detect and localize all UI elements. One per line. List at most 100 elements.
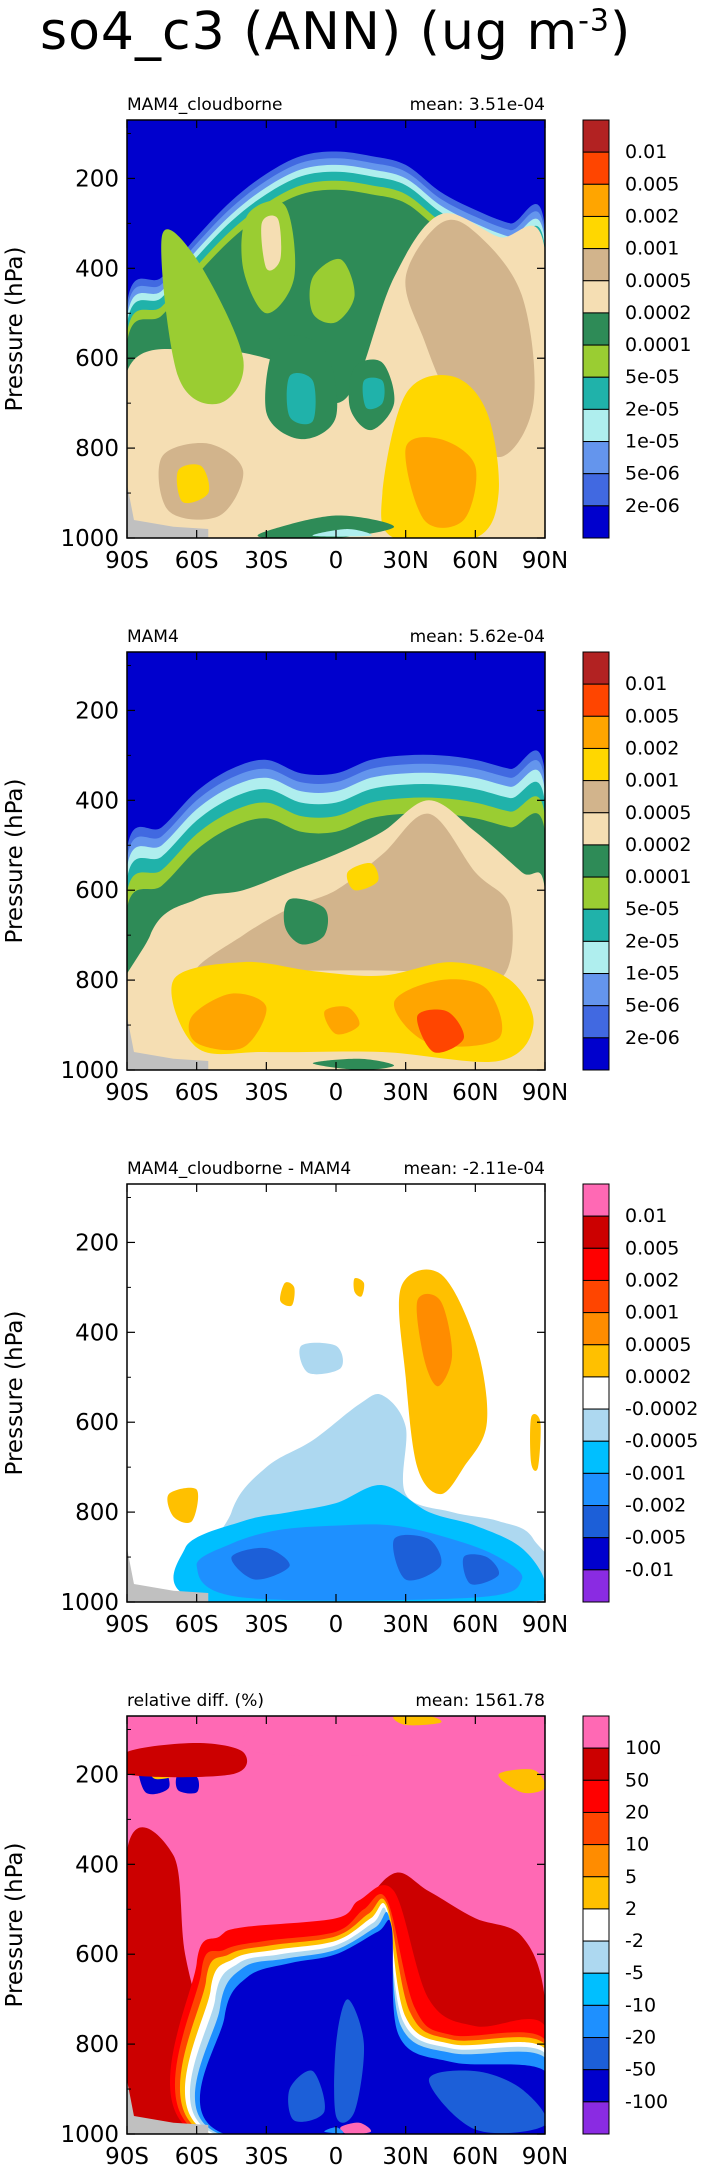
y-tick-label: 600 <box>75 878 119 904</box>
panel-mean-label: mean: 1561.78 <box>415 1691 545 1711</box>
colorbar-swatch <box>582 747 610 782</box>
colorbar-swatch <box>582 2101 610 2135</box>
contour-region <box>188 993 267 1051</box>
y-tick-label: 1000 <box>60 1058 119 1084</box>
y-tick-label: 800 <box>75 436 119 462</box>
missing-data-region <box>127 1548 209 1602</box>
x-tick-label: 30N <box>382 1080 428 1106</box>
contour-region <box>498 1769 545 1794</box>
contour-region <box>340 2122 372 2134</box>
x-tick-label: 30S <box>244 2144 288 2170</box>
y-tick-label: 600 <box>75 1942 119 1968</box>
colorbar-swatch <box>582 812 610 846</box>
colorbar-label: 1e-05 <box>625 963 680 985</box>
figure-title-superscript: -3 <box>578 3 611 39</box>
colorbar-label: -0.0005 <box>625 1430 698 1452</box>
y-tick-label: 200 <box>75 166 119 192</box>
colorbar-label: 0.005 <box>625 705 679 727</box>
panel-title: relative diff. (%) <box>127 1691 264 1711</box>
colorbar-label: 2 <box>625 1898 637 1920</box>
colorbar-label: 0.005 <box>625 1237 679 1259</box>
contour-region <box>405 437 477 528</box>
x-tick-label: 0 <box>329 1612 344 1638</box>
x-tick-label: 30S <box>244 1080 288 1106</box>
contour-region <box>405 219 535 458</box>
contour-region <box>175 1773 200 1794</box>
colorbar-label: 0.002 <box>625 737 679 759</box>
x-tick-label: 30N <box>382 2144 428 2170</box>
colorbar-label: 5e-05 <box>625 898 680 920</box>
y-tick-label: 400 <box>75 1320 119 1346</box>
colorbar-label: 0.002 <box>625 205 679 227</box>
colorbar-label: 0.001 <box>625 238 679 260</box>
colorbar-swatch <box>582 940 610 975</box>
contour-region <box>309 258 355 324</box>
colorbar-swatch <box>582 1844 610 1878</box>
contour-region <box>324 1006 360 1035</box>
contour-fill-group <box>127 1269 545 1602</box>
colorbar-swatch <box>582 1344 610 1378</box>
panel-mean-label: mean: -2.11e-04 <box>403 1159 545 1179</box>
x-tick-label: 90S <box>105 1080 149 1106</box>
colorbar-label: 5e-06 <box>625 463 680 485</box>
colorbar-label: 50 <box>625 1769 649 1791</box>
colorbar-swatch <box>582 1312 610 1346</box>
colorbar-swatch <box>582 1537 610 1571</box>
colorbar-swatch <box>582 1005 610 1039</box>
colorbar-label: 0.0005 <box>625 802 691 824</box>
colorbar-label: 2e-05 <box>625 930 680 952</box>
colorbar-swatch <box>582 1037 610 1071</box>
contour-region <box>393 1534 442 1581</box>
colorbar-swatch <box>582 1876 610 1910</box>
x-tick-label: 0 <box>329 548 344 574</box>
colorbar-label: -100 <box>625 2091 668 2113</box>
colorbar-label: 5 <box>625 1866 637 1888</box>
contour-region <box>280 1282 295 1307</box>
panel-mam4-cloudborne: MAM4_cloudborne mean: 3.51e-04 200 400 600 80… <box>0 72 703 574</box>
panel-relative-difference: relative diff. (%) mean: 1561.78 200 400 600… <box>0 1668 703 2175</box>
x-tick-label: 0 <box>329 1080 344 1106</box>
x-tick-label: 30S <box>244 1612 288 1638</box>
colorbar-label: -0.005 <box>625 1527 686 1549</box>
colorbar-swatch <box>582 248 610 282</box>
x-tick-label: 60S <box>175 2144 219 2170</box>
colorbar-swatch <box>582 715 610 749</box>
x-tick-label: 60N <box>452 548 498 574</box>
colorbar-label: 0.001 <box>625 1302 679 1324</box>
x-tick-label: 60N <box>452 1080 498 1106</box>
x-tick-label: 90N <box>522 1612 568 1638</box>
colorbar-swatch <box>582 408 610 443</box>
colorbar-label: 20 <box>625 1801 649 1823</box>
chart-svg-difference: MAM4_cloudborne - MAM4 mean: -2.11e-04 200… <box>2 1159 698 1638</box>
x-tick-label: 90N <box>522 1080 568 1106</box>
contour-region <box>242 1716 415 1756</box>
x-tick-label: 90N <box>522 548 568 574</box>
contour-region <box>176 464 210 504</box>
colorbar-swatch <box>582 1279 610 1314</box>
colorbar-label: 0.0002 <box>625 1366 691 1388</box>
colorbar-swatch <box>582 1569 610 1603</box>
contour-region <box>167 1487 199 1523</box>
panel-title: MAM4_cloudborne <box>127 95 282 115</box>
panel-title: MAM4_cloudborne - MAM4 <box>127 1159 351 1179</box>
x-tick-label: 30S <box>244 548 288 574</box>
contour-region <box>353 1278 365 1297</box>
x-tick-label: 90N <box>522 2144 568 2170</box>
contour-region <box>196 1524 523 1601</box>
y-tick-label: 400 <box>75 788 119 814</box>
colorbar-swatch <box>582 1247 610 1281</box>
colorbar-swatch <box>582 473 610 507</box>
contour-fill-group <box>127 652 545 1070</box>
colorbar-label: -10 <box>625 1994 656 2016</box>
colorbar-label: -0.002 <box>625 1495 686 1517</box>
missing-data-region <box>127 484 209 538</box>
colorbar-swatch <box>582 908 610 942</box>
y-tick-label: 400 <box>75 1852 119 1878</box>
colorbar-swatch <box>582 505 610 539</box>
x-tick-label: 30N <box>382 548 428 574</box>
panel-mam4: MAM4 mean: 5.62e-04 200 400 600 800 1000 90S 60S… <box>0 604 703 1106</box>
colorbar-swatch <box>582 2037 610 2071</box>
panel-mean-label: mean: 3.51e-04 <box>410 95 545 115</box>
colorbar-swatch <box>582 215 610 250</box>
